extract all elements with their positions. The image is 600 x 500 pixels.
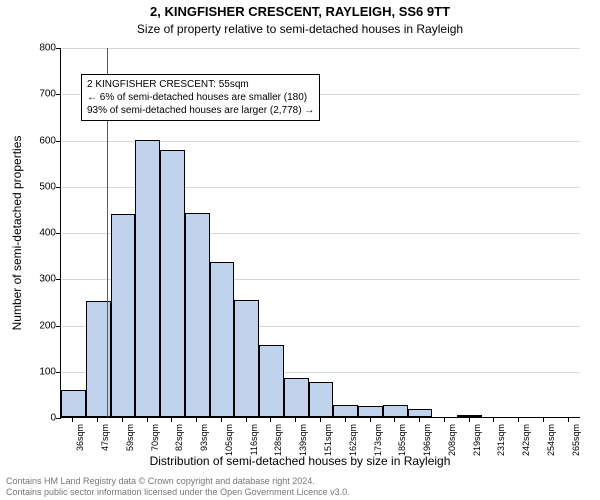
y-tick-mark bbox=[56, 94, 61, 95]
y-tick-mark bbox=[56, 279, 61, 280]
x-tick-mark bbox=[72, 418, 73, 422]
x-tick-mark bbox=[518, 418, 519, 422]
x-tick-mark bbox=[246, 418, 247, 422]
footer-line-2: Contains public sector information licen… bbox=[6, 487, 350, 498]
y-tick-label: 500 bbox=[16, 181, 56, 192]
histogram-bar bbox=[408, 409, 433, 417]
x-tick-mark bbox=[394, 418, 395, 422]
chart-title: 2, KINGFISHER CRESCENT, RAYLEIGH, SS6 9T… bbox=[0, 4, 600, 19]
x-tick-mark bbox=[147, 418, 148, 422]
x-tick-mark bbox=[97, 418, 98, 422]
y-tick-mark bbox=[56, 372, 61, 373]
x-axis-label: Distribution of semi-detached houses by … bbox=[0, 454, 600, 468]
histogram-bar bbox=[111, 214, 136, 417]
y-tick-mark bbox=[56, 187, 61, 188]
x-tick-mark bbox=[122, 418, 123, 422]
gridline bbox=[61, 48, 580, 49]
histogram-bar bbox=[185, 213, 210, 417]
histogram-bar bbox=[160, 150, 185, 417]
chart-subtitle: Size of property relative to semi-detach… bbox=[0, 22, 600, 36]
x-tick-mark bbox=[196, 418, 197, 422]
annotation-line: ← 6% of semi-detached houses are smaller… bbox=[87, 91, 314, 104]
histogram-bar bbox=[61, 390, 86, 417]
y-tick-label: 800 bbox=[16, 43, 56, 54]
y-tick-label: 0 bbox=[16, 413, 56, 424]
y-tick-mark bbox=[56, 141, 61, 142]
footer-line-1: Contains HM Land Registry data © Crown c… bbox=[6, 476, 350, 487]
x-tick-mark bbox=[419, 418, 420, 422]
x-tick-mark bbox=[370, 418, 371, 422]
x-tick-mark bbox=[568, 418, 569, 422]
plot-area: 2 KINGFISHER CRESCENT: 55sqm← 6% of semi… bbox=[60, 48, 580, 418]
y-tick-label: 700 bbox=[16, 89, 56, 100]
y-ticks: 0100200300400500600700800 bbox=[0, 48, 60, 418]
x-tick-mark bbox=[295, 418, 296, 422]
x-tick-mark bbox=[444, 418, 445, 422]
annotation-box: 2 KINGFISHER CRESCENT: 55sqm← 6% of semi… bbox=[81, 74, 320, 121]
histogram-bar bbox=[383, 405, 408, 417]
histogram-bar bbox=[358, 406, 383, 417]
histogram-bar bbox=[135, 140, 160, 417]
x-tick-mark bbox=[221, 418, 222, 422]
y-tick-label: 400 bbox=[16, 228, 56, 239]
x-tick-mark bbox=[171, 418, 172, 422]
annotation-line: 2 KINGFISHER CRESCENT: 55sqm bbox=[87, 78, 314, 91]
x-tick-mark bbox=[345, 418, 346, 422]
x-tick-mark bbox=[469, 418, 470, 422]
histogram-bar bbox=[333, 405, 358, 417]
y-tick-mark bbox=[56, 233, 61, 234]
y-tick-label: 600 bbox=[16, 135, 56, 146]
x-tick-mark bbox=[270, 418, 271, 422]
histogram-bar bbox=[457, 415, 482, 417]
y-tick-mark bbox=[56, 48, 61, 49]
y-tick-label: 200 bbox=[16, 320, 56, 331]
histogram-bar bbox=[259, 345, 284, 417]
histogram-bar bbox=[210, 262, 235, 417]
chart-container: 2, KINGFISHER CRESCENT, RAYLEIGH, SS6 9T… bbox=[0, 0, 600, 500]
x-tick-mark bbox=[543, 418, 544, 422]
histogram-bar bbox=[309, 382, 334, 417]
footer-attribution: Contains HM Land Registry data © Crown c… bbox=[6, 476, 350, 499]
x-tick-mark bbox=[320, 418, 321, 422]
histogram-bar bbox=[284, 378, 309, 417]
y-tick-label: 100 bbox=[16, 366, 56, 377]
y-tick-mark bbox=[56, 326, 61, 327]
histogram-bar bbox=[234, 300, 259, 417]
y-tick-label: 300 bbox=[16, 274, 56, 285]
annotation-line: 93% of semi-detached houses are larger (… bbox=[87, 104, 314, 117]
x-tick-mark bbox=[493, 418, 494, 422]
